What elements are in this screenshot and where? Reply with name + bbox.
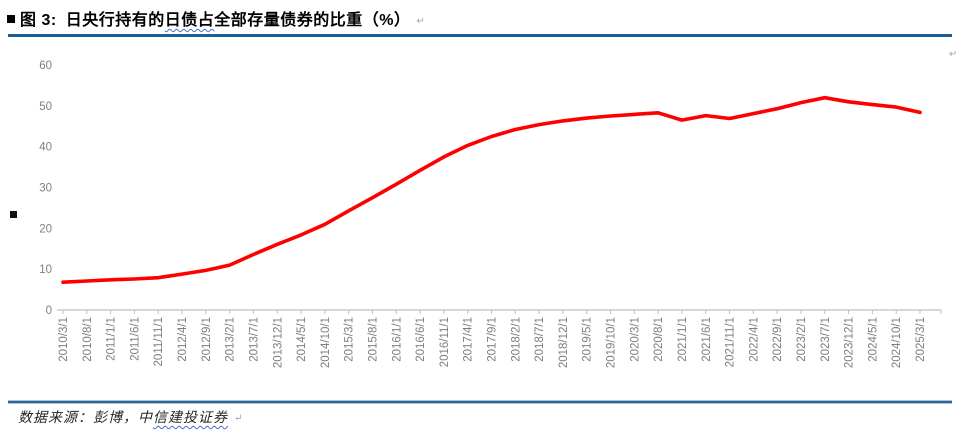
boj-jgb-share-chart: 0 10 20 30 40 50 60 2010/3/1 2010/8/1 2011/1/1 201… [39,60,942,368]
svg-text:2010/8/1: 2010/8/1 [82,317,94,362]
title-bullet-square-icon [7,15,15,23]
svg-text:2025/3/1: 2025/3/1 [915,317,927,362]
figure-title-squiggle-text: 日债占 [164,12,215,29]
svg-text:0: 0 [46,305,52,317]
svg-text:2014/10/1: 2014/10/1 [320,317,332,368]
source-text: 数据来源：彭博，中 [18,411,153,426]
svg-text:2023/7/1: 2023/7/1 [820,317,832,362]
svg-text:2024/10/1: 2024/10/1 [891,317,903,368]
svg-text:60: 60 [39,60,52,72]
svg-text:50: 50 [39,101,52,113]
svg-text:2022/4/1: 2022/4/1 [748,317,760,362]
figure-title: 图 3: 日央行持有的日债占全部存量债券的比重（%） ↵ [7,6,425,30]
svg-text:2021/1/1: 2021/1/1 [677,317,689,362]
svg-text:2019/5/1: 2019/5/1 [582,317,594,362]
svg-text:2018/2/1: 2018/2/1 [510,317,522,362]
svg-text:40: 40 [39,142,52,154]
chart-corner-paragraph-mark-icon: ↵ [949,49,958,60]
svg-text:2024/5/1: 2024/5/1 [867,317,879,362]
svg-text:2018/7/1: 2018/7/1 [534,317,546,362]
title-paragraph-mark-icon: ↵ [416,16,426,27]
svg-text:2023/2/1: 2023/2/1 [796,317,808,362]
stray-bullet-square-icon [10,211,17,218]
svg-text:2019/10/1: 2019/10/1 [606,317,618,368]
svg-text:2016/11/1: 2016/11/1 [439,317,451,367]
svg-text:30: 30 [39,183,52,195]
svg-text:2016/1/1: 2016/1/1 [391,317,403,362]
svg-text:2011/6/1: 2011/6/1 [129,317,141,361]
svg-text:2014/5/1: 2014/5/1 [296,317,308,362]
svg-text:2020/8/1: 2020/8/1 [653,317,665,362]
svg-text:2017/9/1: 2017/9/1 [487,317,499,362]
svg-text:2011/1/1: 2011/1/1 [106,317,118,361]
figure-number: 图 3: [20,12,57,29]
svg-text:2013/7/1: 2013/7/1 [248,317,260,362]
svg-text:2012/4/1: 2012/4/1 [177,317,189,362]
svg-text:2011/11/1: 2011/11/1 [153,317,165,366]
title-divider [8,34,952,37]
figure-title-text: 日央行持有的 [65,12,165,29]
data-source-note: 数据来源：彭博，中信建投证券 ↵ [18,407,243,427]
footer-divider [8,401,952,403]
svg-text:10: 10 [39,264,52,276]
svg-text:2015/3/1: 2015/3/1 [344,317,356,362]
svg-text:2018/12/1: 2018/12/1 [558,317,570,368]
svg-text:2021/11/1: 2021/11/1 [725,317,737,367]
svg-text:2010/3/1: 2010/3/1 [58,317,70,362]
svg-text:2017/4/1: 2017/4/1 [463,317,475,362]
svg-text:2012/9/1: 2012/9/1 [201,317,213,362]
line-chart: 0 10 20 30 40 50 60 2010/3/1 2010/8/1 2011/1/1 201… [0,42,960,394]
footer-paragraph-mark-icon: ↵ [234,413,244,424]
figure-title-text-rest: 全部存量债券的比重（%） [214,12,411,29]
svg-text:2023/12/1: 2023/12/1 [844,317,856,368]
svg-text:2021/6/1: 2021/6/1 [701,317,713,362]
svg-text:2022/9/1: 2022/9/1 [772,317,784,362]
svg-text:20: 20 [39,223,52,235]
svg-text:2013/2/1: 2013/2/1 [225,317,237,362]
svg-text:2020/3/1: 2020/3/1 [629,317,641,362]
svg-text:2015/8/1: 2015/8/1 [368,317,380,362]
svg-text:2016/6/1: 2016/6/1 [415,317,427,362]
svg-text:2013/12/1: 2013/12/1 [272,317,284,368]
source-squiggle-text: 信建投证券 [153,411,228,426]
